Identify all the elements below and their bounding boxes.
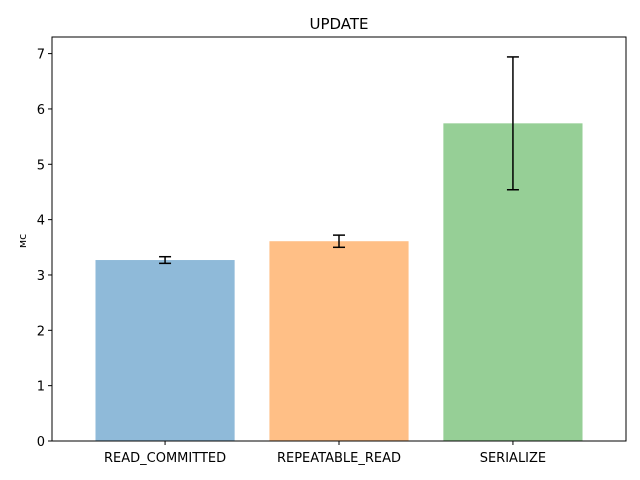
y-tick-label: 2 [37,324,45,339]
y-tick-label: 6 [37,103,45,118]
chart-title: UPDATE [309,15,368,33]
y-tick-label: 0 [37,435,45,450]
y-tick-label: 1 [37,380,45,395]
axes-frame [51,36,627,442]
x-tick-label: READ_COMMITTED [104,451,226,466]
y-tick-label: 5 [37,158,45,173]
bar [269,241,409,441]
x-tick-label: SERIALIZE [480,451,546,466]
y-tick-label: 4 [37,214,45,229]
y-tick-label: 3 [37,269,45,284]
y-tick-label: 7 [37,48,45,63]
y-axis-label: мс [16,234,29,248]
plot-area: 0 1 2 3 4 5 6 7 READ_COMMITTED REPEATABLE_READ SER… [37,48,583,466]
bar [95,260,235,441]
x-tick-label: REPEATABLE_READ [277,451,401,466]
